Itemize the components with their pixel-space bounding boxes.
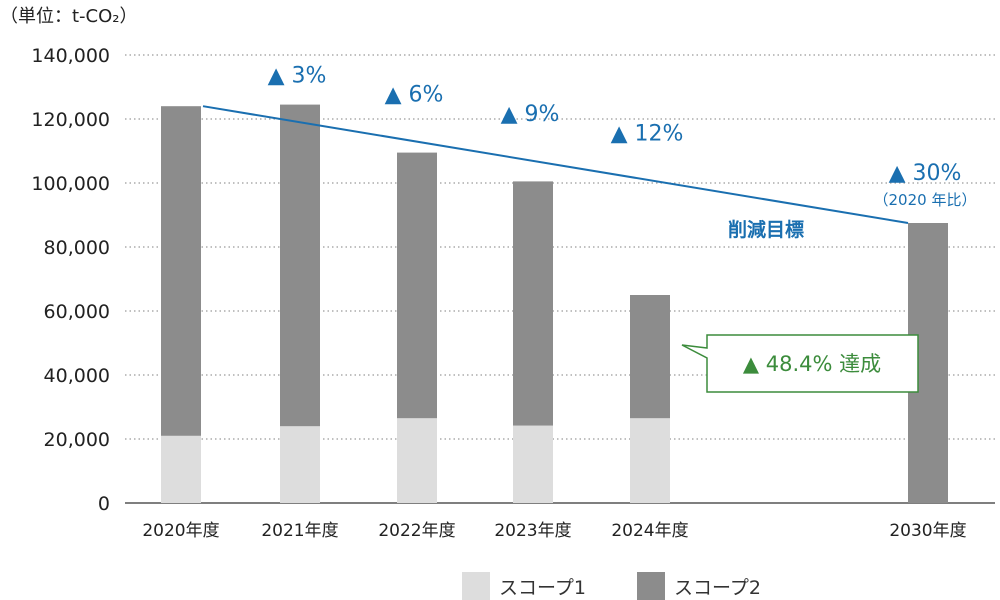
reduction-annotation: ▲ 12% (611, 121, 684, 146)
reduction-annotation: ▲ 30% (889, 161, 962, 186)
bar-scope2 (280, 104, 320, 427)
achievement-text: ▲ 48.4% 達成 (743, 352, 881, 376)
bar-scope2 (630, 295, 670, 419)
reduction-annotation: ▲ 6% (385, 83, 444, 108)
x-tick-label: 2024年度 (611, 521, 688, 541)
bars (161, 104, 948, 503)
bar-scope2 (513, 181, 553, 426)
reduction-annotation: ▲ 9% (501, 102, 560, 127)
target-line (202, 105, 909, 224)
legend-label: スコープ2 (674, 577, 761, 599)
y-tick-label: 120,000 (31, 109, 110, 131)
reduction-annotations: ▲ 3% ▲ 6% ▲ 9% ▲ 12% ▲ 30% （2020 年比） (268, 63, 977, 209)
x-tick-label: 2030年度 (889, 521, 966, 541)
bar-scope1 (397, 418, 437, 503)
legend: スコープ1 スコープ2 (462, 572, 761, 600)
x-tick-label: 2021年度 (261, 521, 338, 541)
achievement-callout: ▲ 48.4% 達成 (681, 334, 919, 393)
legend-label: スコープ1 (499, 577, 586, 599)
y-tick-label: 40,000 (44, 365, 110, 387)
legend-swatch (462, 572, 490, 600)
target-line-group: 削減目標 (202, 105, 909, 241)
y-tick-label: 0 (98, 493, 110, 515)
y-tick-label: 100,000 (31, 173, 110, 195)
bar-scope2 (161, 106, 201, 436)
bar-scope1 (513, 425, 553, 503)
x-tick-label: 2022年度 (378, 521, 455, 541)
legend-swatch (637, 572, 665, 600)
bar-scope1 (630, 418, 670, 503)
x-axis-ticks: 2020年度 2021年度 2022年度 2023年度 2024年度 2030年度 (142, 521, 966, 541)
bar-scope2 (397, 152, 437, 419)
y-tick-label: 60,000 (44, 301, 110, 323)
reduction-annotation-subtext: （2020 年比） (874, 191, 977, 209)
x-tick-label: 2023年度 (494, 521, 571, 541)
x-tick-label: 2020年度 (142, 521, 219, 541)
bar-scope1 (161, 435, 201, 503)
unit-label: （単位：t-CO₂） (0, 6, 138, 27)
gridlines (125, 54, 995, 504)
reduction-annotation: ▲ 3% (268, 63, 327, 88)
y-tick-label: 140,000 (31, 45, 110, 67)
target-line-label: 削減目標 (728, 218, 804, 241)
callout-box (681, 334, 919, 393)
y-axis-ticks: 0 20,000 40,000 60,000 80,000 100,000 120,000 1… (31, 45, 110, 515)
y-tick-label: 20,000 (44, 429, 110, 451)
y-tick-label: 80,000 (44, 237, 110, 259)
bar-scope1 (280, 426, 320, 503)
